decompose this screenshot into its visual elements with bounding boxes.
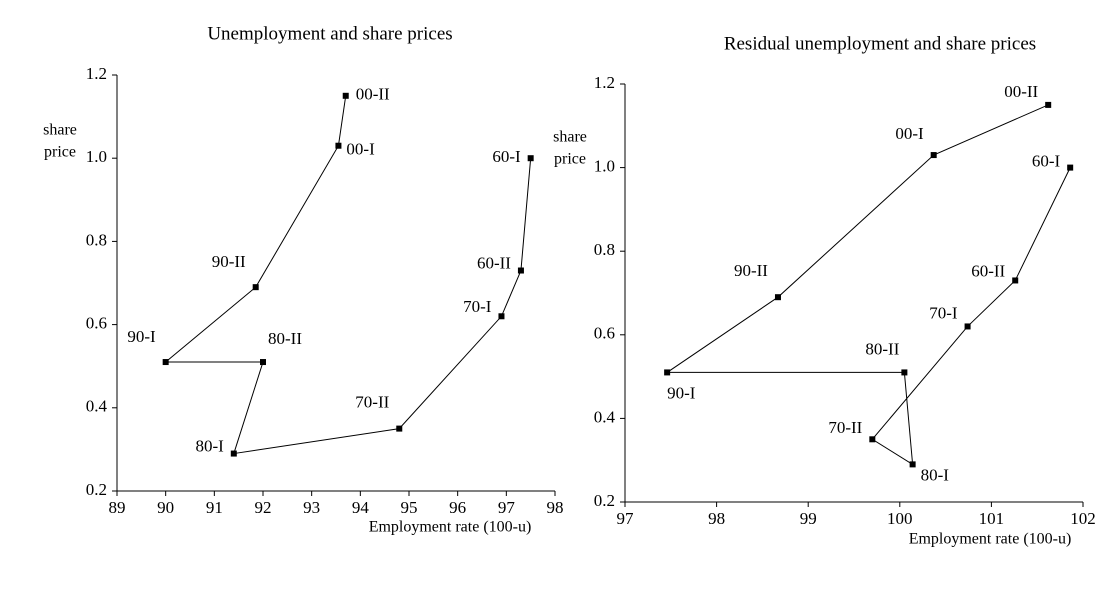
x-axis-label: Employment rate (100-u) <box>909 531 1072 548</box>
point <box>964 323 971 330</box>
point-label: 60-I <box>492 147 521 166</box>
point-label: 70-II <box>355 393 389 412</box>
point <box>1012 277 1019 284</box>
point <box>527 155 534 162</box>
series-line <box>665 104 1071 466</box>
y-tick-label: 0.4 <box>86 397 108 416</box>
y-tick-label: 0.8 <box>86 230 107 249</box>
point <box>930 152 937 159</box>
y-tick-label: 1.0 <box>594 157 615 176</box>
y-tick-label: 0.6 <box>594 324 615 343</box>
point-label: 70-I <box>463 297 492 316</box>
point <box>909 461 916 468</box>
x-tick-label: 97 <box>498 498 516 517</box>
point-label: 90-I <box>127 327 156 346</box>
x-tick-label: 98 <box>708 509 725 528</box>
x-tick-label: 99 <box>800 509 817 528</box>
x-tick-label: 90 <box>157 498 174 517</box>
chart-title: Residual unemployment and share prices <box>724 33 1036 54</box>
y-tick-label: 0.2 <box>86 480 107 499</box>
x-tick-label: 97 <box>617 509 635 528</box>
point <box>252 284 259 291</box>
x-tick-label: 98 <box>547 498 564 517</box>
y-axis-label: share <box>43 122 77 139</box>
x-tick-label: 102 <box>1070 509 1096 528</box>
y-axis-label: price <box>44 144 76 161</box>
point-label: 60-I <box>1032 152 1061 171</box>
point <box>335 142 342 149</box>
x-tick-label: 89 <box>109 498 126 517</box>
point <box>162 359 169 366</box>
point-label: 00-I <box>346 140 375 159</box>
point-label: 70-II <box>828 418 862 437</box>
y-tick-label: 1.0 <box>86 147 107 166</box>
point <box>342 92 349 99</box>
y-axis-label: share <box>553 129 587 146</box>
point-label: 60-II <box>477 253 511 272</box>
y-tick-label: 1.2 <box>594 73 615 92</box>
x-tick-label: 101 <box>979 509 1005 528</box>
point <box>396 425 403 432</box>
point-label: 90-II <box>212 252 246 271</box>
point <box>260 359 266 366</box>
series-line <box>164 95 532 455</box>
point <box>1045 101 1052 108</box>
x-tick-label: 93 <box>303 498 320 517</box>
point-label: 60-II <box>971 261 1005 280</box>
point-label: 90-I <box>667 383 696 402</box>
point-label: 00-II <box>1004 82 1038 101</box>
point <box>664 369 671 376</box>
point <box>517 267 524 274</box>
y-tick-label: 0.8 <box>594 240 615 259</box>
y-tick-label: 0.4 <box>594 407 616 426</box>
point <box>901 369 908 376</box>
x-tick-label: 94 <box>352 498 370 517</box>
point-label: 00-II <box>356 85 390 104</box>
y-axis-label: price <box>554 151 586 168</box>
point <box>1067 164 1074 171</box>
x-tick-label: 96 <box>449 498 466 517</box>
chart-title: Unemployment and share prices <box>207 23 452 44</box>
point <box>230 450 237 457</box>
point-label: 80-I <box>195 436 224 455</box>
x-tick-label: 100 <box>887 509 913 528</box>
point <box>869 436 876 443</box>
point <box>498 313 505 320</box>
point-label: 80-I <box>921 465 950 484</box>
point-label: 80-II <box>268 329 302 348</box>
x-tick-label: 92 <box>255 498 272 517</box>
point-label: 00-I <box>895 124 924 143</box>
y-tick-label: 1.2 <box>86 64 107 83</box>
point-label: 70-I <box>929 303 958 322</box>
x-tick-label: 91 <box>206 498 223 517</box>
point-label: 90-II <box>734 261 768 280</box>
y-tick-label: 0.6 <box>86 314 107 333</box>
point-label: 80-II <box>865 339 899 358</box>
y-tick-label: 0.2 <box>594 491 615 510</box>
point <box>774 294 781 301</box>
x-tick-label: 95 <box>401 498 418 517</box>
x-axis-label: Employment rate (100-u) <box>369 519 532 536</box>
